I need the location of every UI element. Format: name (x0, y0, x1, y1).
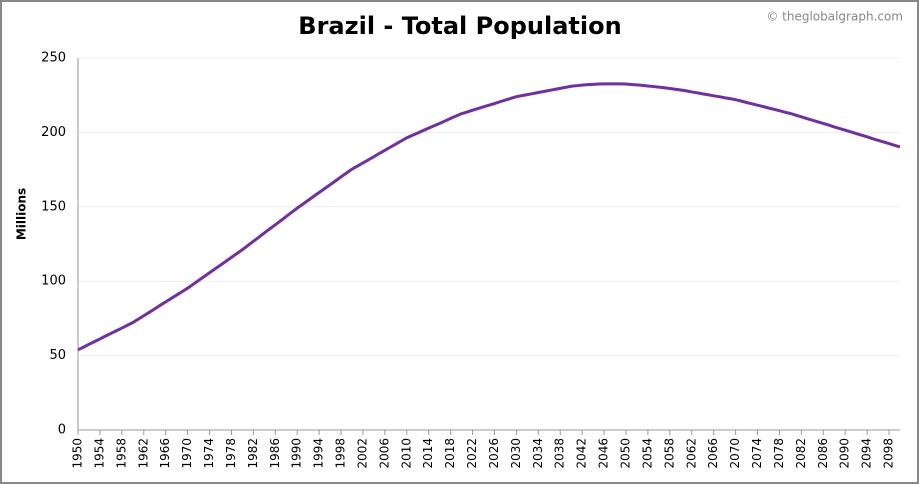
x-tick-label: 1978 (224, 438, 238, 469)
x-tick-label: 2022 (465, 438, 479, 469)
x-tick-label: 1970 (180, 438, 194, 469)
data-line (77, 82, 901, 352)
x-tick-label: 2094 (860, 438, 874, 469)
y-axis-label: Millions (15, 188, 29, 240)
x-tick-label: 2006 (377, 438, 391, 469)
x-tick-label: 2054 (640, 438, 654, 469)
x-tick-label: 1950 (71, 438, 85, 469)
x-tick-label: 2070 (728, 438, 742, 469)
y-tick-label: 150 (41, 199, 66, 214)
x-tick-label: 1962 (136, 438, 150, 469)
x-tick-label: 2074 (750, 438, 764, 469)
x-tick-label: 2042 (575, 438, 589, 469)
credit: © theglobalgraph.com (766, 10, 903, 24)
y-tick-label: 0 (58, 423, 66, 438)
x-tick-label: 1986 (268, 438, 282, 469)
x-tick-label: 2090 (838, 438, 852, 469)
x-tick-label: 1954 (92, 438, 106, 469)
x-tick-label: 2010 (399, 438, 413, 469)
x-tick-label: 1966 (158, 438, 172, 469)
x-tick-label: 2030 (509, 438, 523, 469)
x-tick-label: 2086 (816, 438, 830, 469)
x-tick-label: 1982 (246, 438, 260, 469)
x-tick-label: 1974 (202, 438, 216, 469)
y-tick-label: 250 (41, 51, 66, 66)
x-tick-label: 2066 (706, 438, 720, 469)
x-tick-label: 2050 (619, 438, 633, 469)
x-tick-label: 2058 (662, 438, 676, 469)
x-tick-label: 2018 (443, 438, 457, 469)
y-tick-label: 50 (49, 348, 66, 363)
y-tick-label: 200 (41, 125, 66, 140)
x-tick-label: 2098 (882, 438, 896, 469)
y-tick-label: 100 (41, 274, 66, 289)
x-tick-label: 2046 (597, 438, 611, 469)
x-tick-label: 2038 (553, 438, 567, 469)
chart-title: Brazil - Total Population (298, 12, 621, 40)
x-tick-label: 1958 (114, 438, 128, 469)
x-tick-label: 2082 (794, 438, 808, 469)
x-tick-label: 1998 (334, 438, 348, 469)
x-tick-label: 2014 (421, 438, 435, 469)
x-tick-label: 2026 (487, 438, 501, 469)
x-tick-label: 2078 (772, 438, 786, 469)
x-tick-label: 1994 (312, 438, 326, 469)
x-tick-label: 1990 (290, 438, 304, 469)
x-tick-label: 2062 (684, 438, 698, 469)
x-tick-label: 2002 (355, 438, 369, 469)
x-tick-label: 2034 (531, 438, 545, 469)
